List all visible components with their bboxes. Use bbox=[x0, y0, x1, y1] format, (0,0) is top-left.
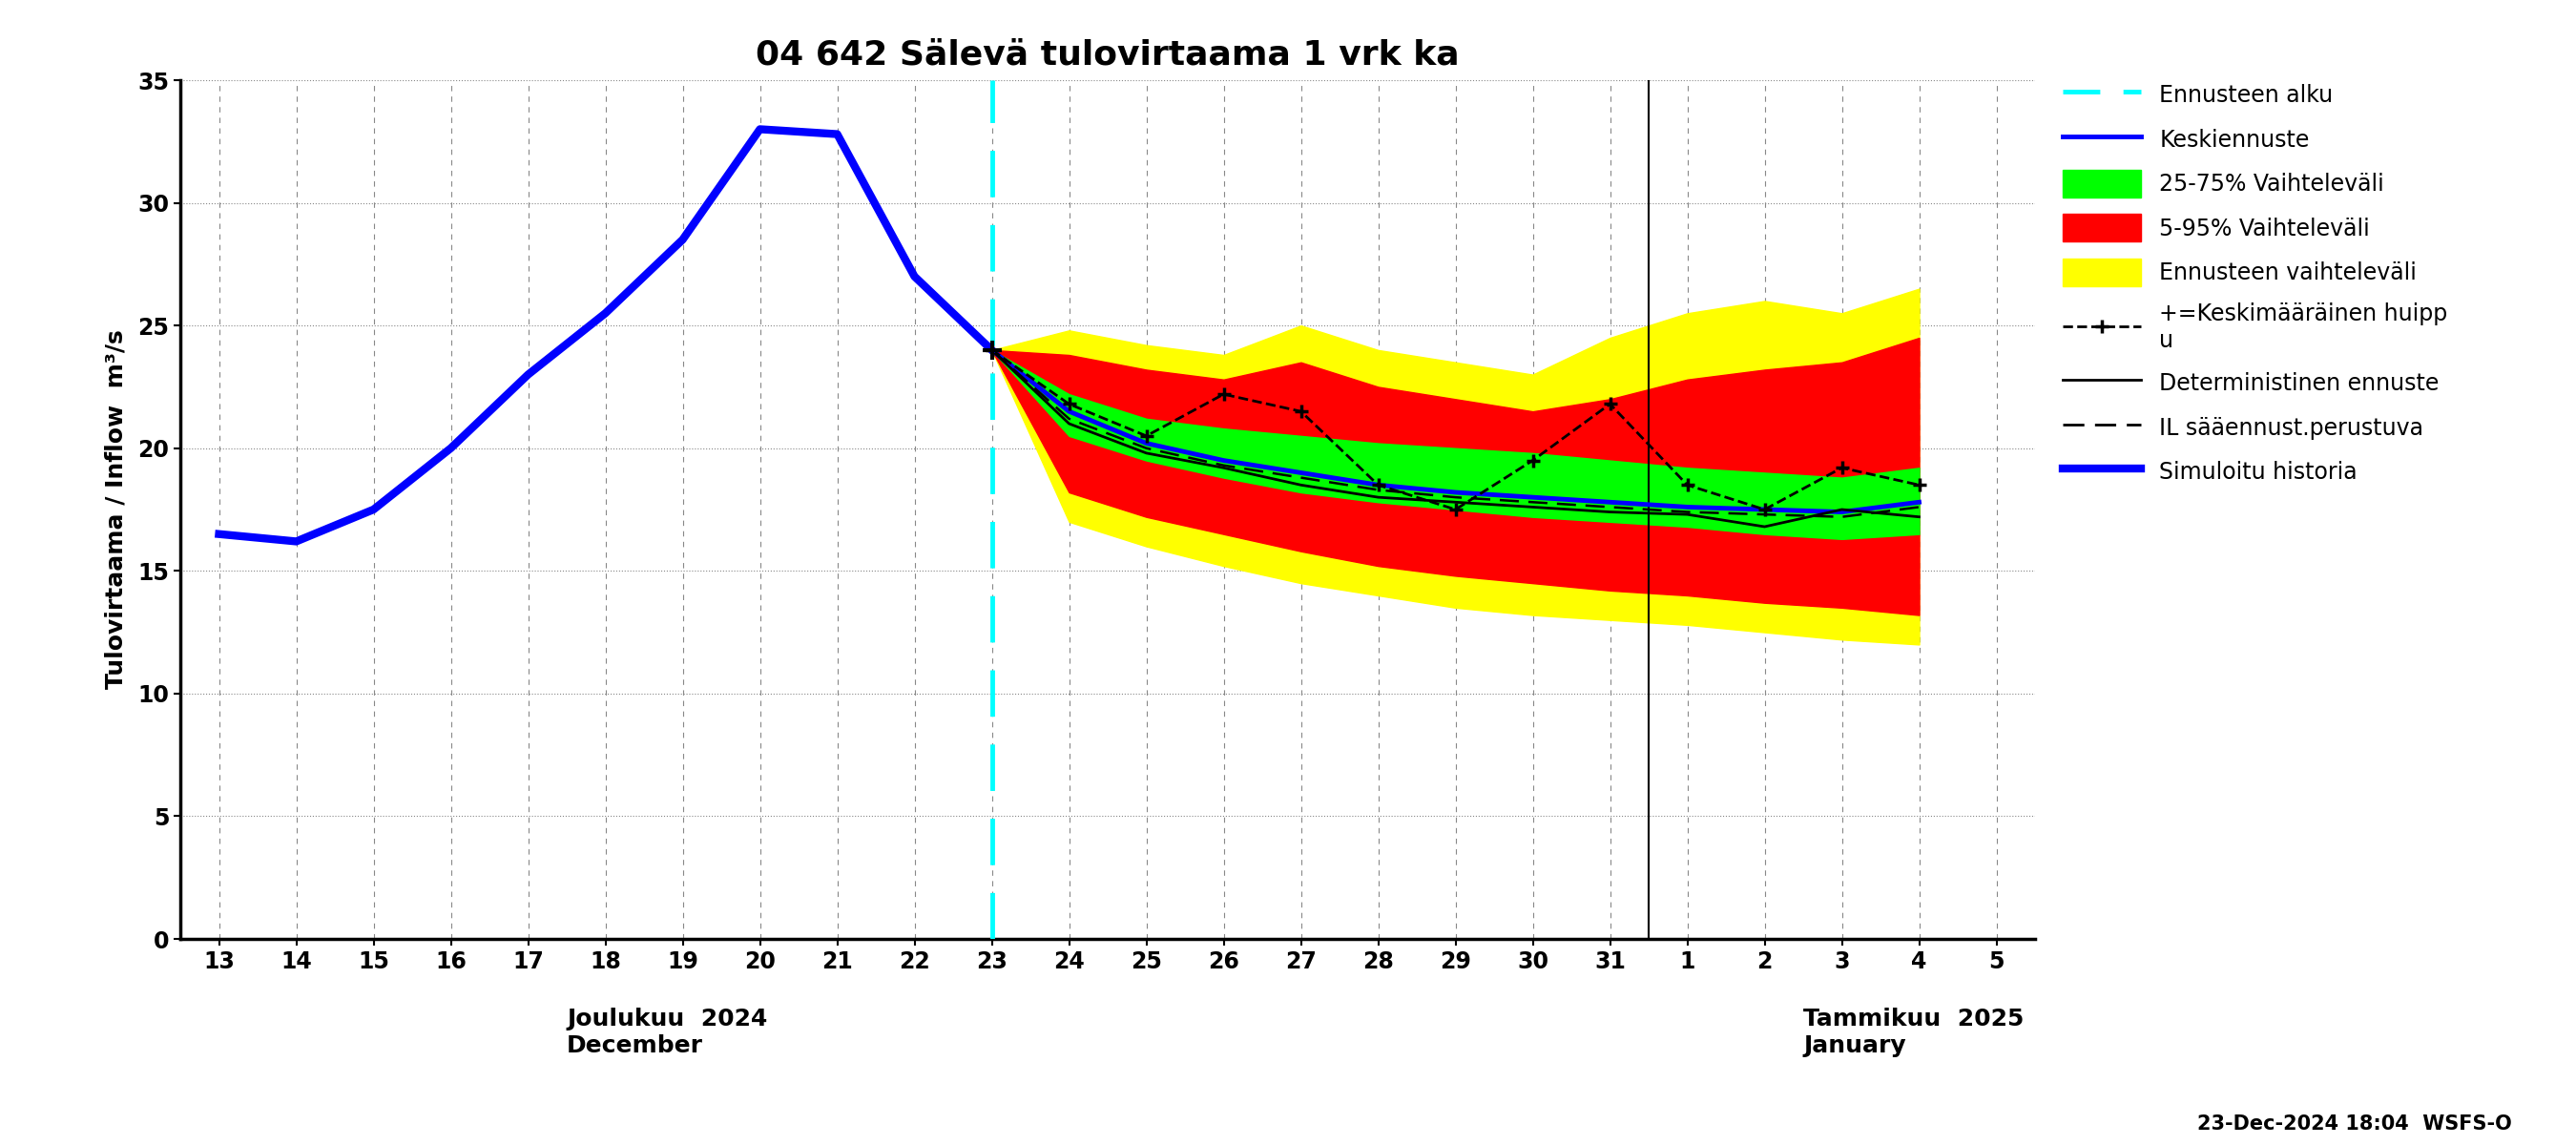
Text: 23-Dec-2024 18:04  WSFS-O: 23-Dec-2024 18:04 WSFS-O bbox=[2197, 1114, 2512, 1134]
Y-axis label: Tulovirtaama / Inflow  m³/s: Tulovirtaama / Inflow m³/s bbox=[103, 330, 126, 689]
Legend: Ennusteen alku, Keskiennuste, 25-75% Vaihteleväli, 5-95% Vaihteleväli, Ennusteen: Ennusteen alku, Keskiennuste, 25-75% Vai… bbox=[2056, 74, 2455, 492]
Title: 04 642 Sälevä tulovirtaama 1 vrk ka: 04 642 Sälevä tulovirtaama 1 vrk ka bbox=[755, 39, 1461, 71]
Text: Joulukuu  2024
December: Joulukuu 2024 December bbox=[567, 1008, 768, 1057]
Text: Tammikuu  2025
January: Tammikuu 2025 January bbox=[1803, 1008, 2025, 1057]
